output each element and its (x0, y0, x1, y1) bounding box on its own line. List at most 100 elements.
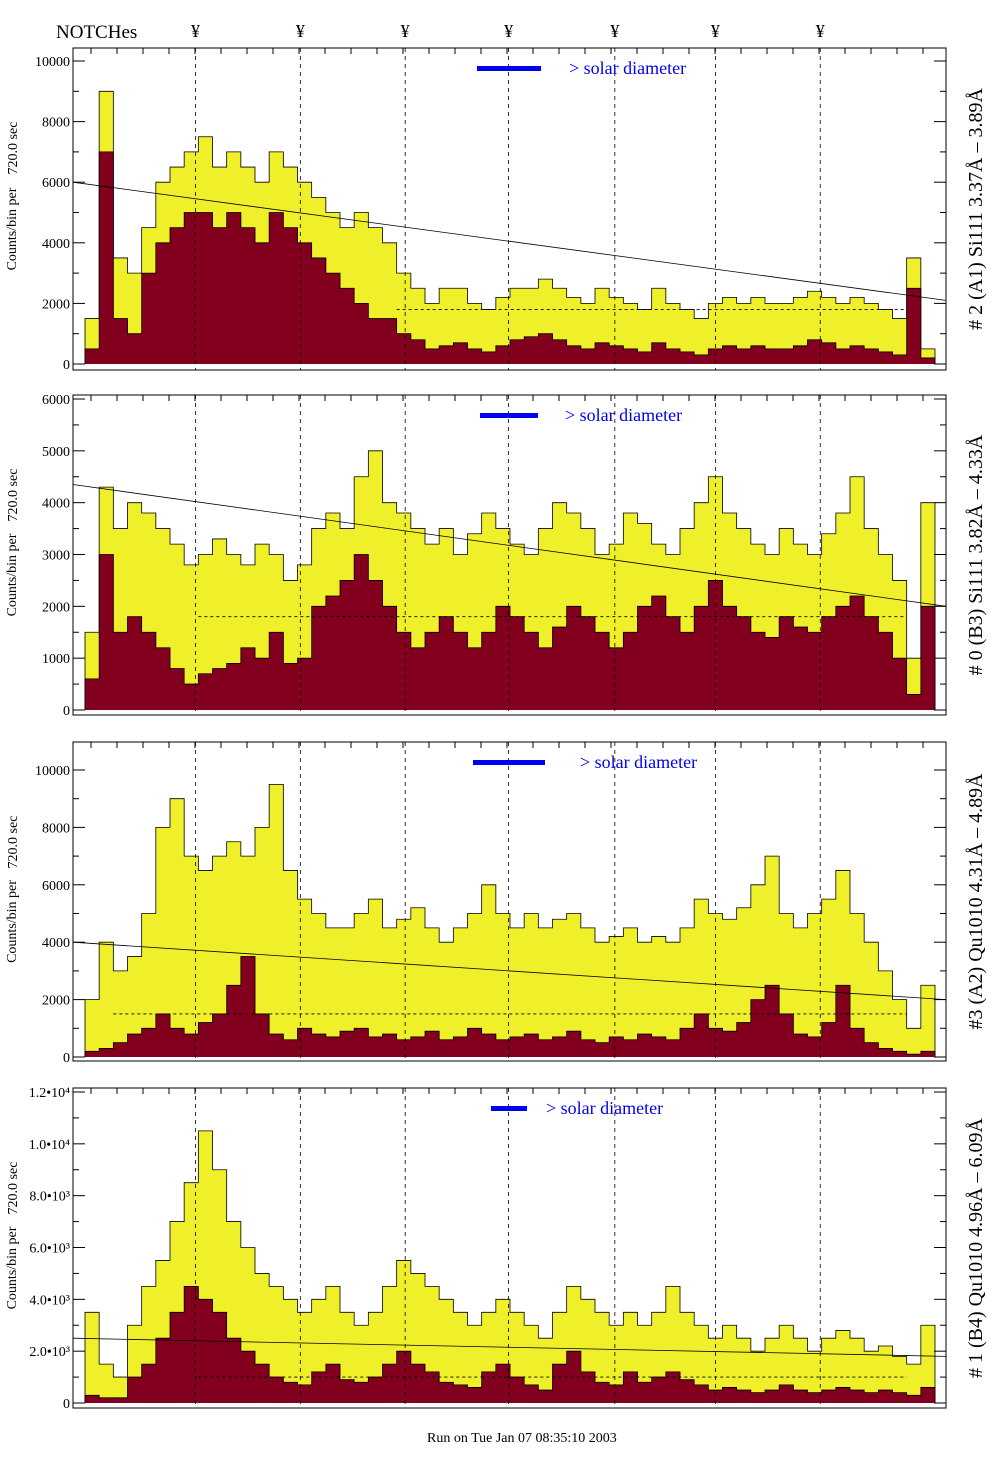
bar-selected (127, 1377, 142, 1403)
bar-selected (864, 616, 879, 710)
bar-selected (439, 345, 454, 364)
bar-selected (680, 351, 695, 364)
bar-selected (609, 345, 624, 364)
bar-selected (807, 632, 822, 710)
bar-selected (835, 1387, 851, 1403)
bar-selected (920, 606, 936, 710)
bar-selected (155, 1013, 171, 1057)
bar-selected (835, 985, 851, 1057)
bar-total (212, 856, 227, 1057)
notch-marker: ¥ (401, 21, 410, 41)
bar-selected (495, 1039, 511, 1057)
bar-selected (750, 999, 766, 1057)
bar-total (127, 956, 142, 1057)
bar-selected (552, 627, 567, 710)
bar-selected (552, 339, 567, 364)
bar-selected (212, 1312, 227, 1403)
bar-selected (694, 606, 709, 710)
bar-selected (368, 580, 383, 710)
outline-total (84, 450, 936, 710)
bar-selected (623, 632, 638, 710)
bar-selected (835, 606, 851, 710)
bar-selected (453, 342, 468, 364)
bar-total (680, 927, 695, 1057)
bar-selected (623, 348, 638, 364)
bar-selected (340, 1379, 355, 1403)
bar-selected (651, 1377, 667, 1403)
bar-total (736, 1338, 752, 1403)
bar-selected (892, 1392, 907, 1403)
bar-selected (779, 1013, 794, 1057)
bar-total (722, 1325, 737, 1403)
panel-title: #3 (A2) Qu1010 4.31Å – 4.89Å (965, 773, 987, 1030)
bar-total (495, 913, 511, 1057)
bar-selected (325, 1036, 341, 1057)
bar-total (892, 318, 907, 364)
bar-selected (736, 1022, 752, 1057)
bar-total (467, 1325, 482, 1403)
bar-total (722, 919, 737, 1057)
bar-selected (609, 1036, 624, 1057)
bar-selected (920, 1387, 936, 1403)
bar-selected (198, 1299, 213, 1403)
bar-total (637, 942, 652, 1057)
bar-selected (269, 632, 284, 710)
bar-selected (623, 1039, 638, 1057)
bar-selected (651, 342, 667, 364)
y-tick-label: 3000 (42, 549, 70, 564)
bar-selected (99, 1048, 114, 1057)
bar-total (198, 554, 213, 710)
bar-selected (255, 1013, 270, 1057)
bar-total (439, 1299, 454, 1403)
series-selected (84, 554, 936, 710)
bar-selected (566, 606, 582, 710)
bar-selected (680, 1379, 695, 1403)
bar-selected (340, 1031, 355, 1057)
bar-selected (510, 1036, 525, 1057)
bar-selected (892, 1051, 907, 1057)
panel-0: 0 2000 4000 6000 8000 10000 > solar diameter Co… (5, 47, 987, 373)
outline-total (84, 90, 936, 364)
bar-selected (141, 632, 157, 710)
bar-selected (113, 1042, 128, 1057)
bar-selected (155, 242, 171, 364)
bar-selected (495, 1364, 511, 1403)
notch-marker: ¥ (296, 21, 305, 41)
y-tick-label: 2000 (42, 994, 70, 1009)
bar-selected (141, 1364, 157, 1403)
bar-selected (524, 336, 539, 364)
bar-total (609, 936, 624, 1057)
y-axis-label: Counts/bin per (5, 533, 20, 616)
panel-title: # 0 (B3) Si111 3.82Å – 4.33Å (965, 434, 987, 675)
bar-selected (750, 632, 766, 710)
bar-selected (736, 1390, 752, 1403)
bar-total (297, 1312, 312, 1403)
bar-selected (127, 1034, 142, 1057)
bar-selected (354, 303, 369, 364)
notches-label: NOTCHes (56, 22, 137, 43)
bar-selected (651, 1036, 667, 1057)
bar-selected (368, 1377, 383, 1403)
bar-selected (722, 1031, 737, 1057)
bar-total (325, 927, 341, 1057)
bar-selected (779, 616, 794, 710)
bar-selected (283, 1039, 298, 1057)
notch-marker: ¥ (610, 21, 619, 41)
bar-selected (694, 354, 709, 364)
bar-selected (184, 1286, 199, 1403)
bar-selected (85, 348, 100, 364)
bar-selected (396, 333, 412, 364)
bar-selected (595, 342, 610, 364)
bar-selected (198, 1022, 213, 1057)
bar-selected (878, 1390, 893, 1403)
bar-selected (538, 1039, 553, 1057)
bar-total (396, 919, 412, 1057)
y-tick-label: 4000 (42, 936, 70, 951)
bar-selected (184, 212, 199, 364)
y-tick-label: 2000 (42, 600, 70, 615)
bar-selected (283, 663, 298, 710)
bar-selected (354, 1382, 369, 1403)
bar-selected (637, 1034, 652, 1057)
bar-selected (680, 632, 695, 710)
bar-selected (722, 1387, 737, 1403)
